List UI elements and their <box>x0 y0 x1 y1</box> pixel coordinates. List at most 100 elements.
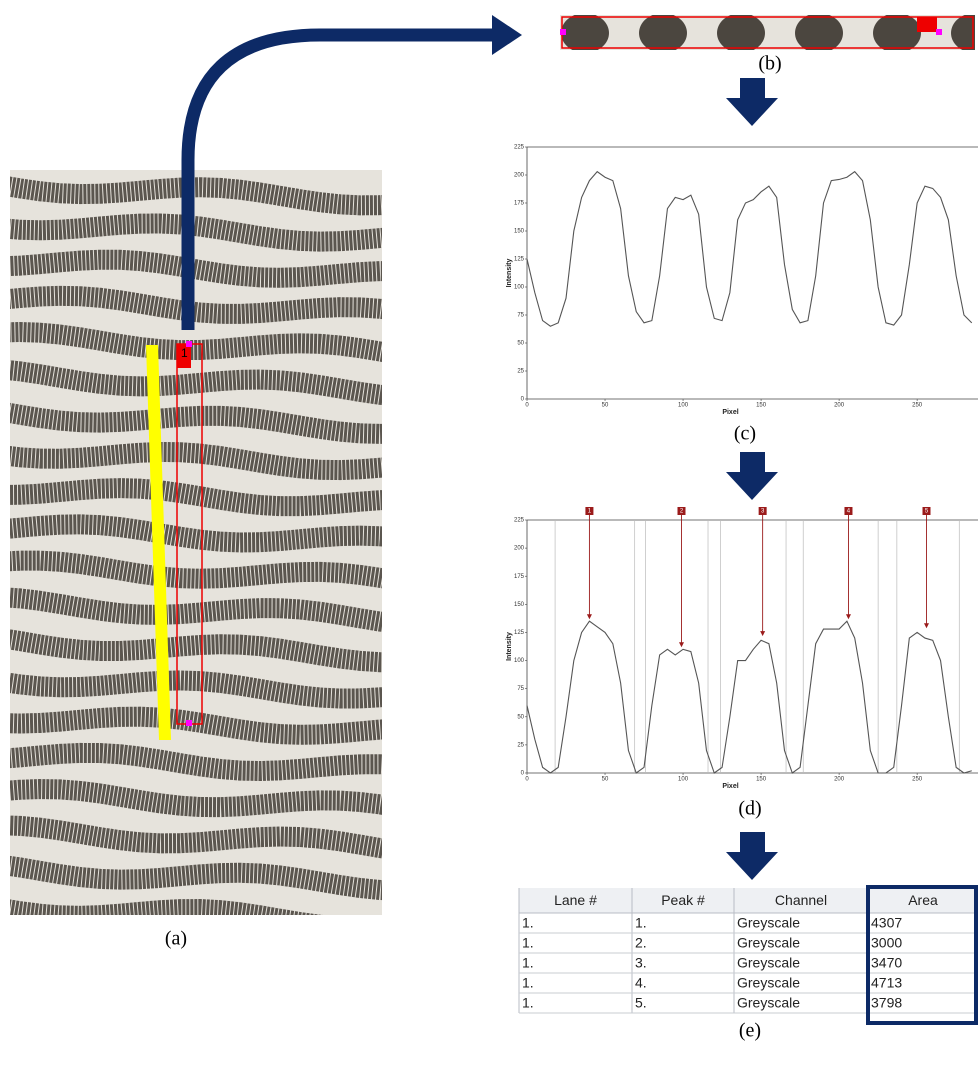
cell: 3000 <box>871 935 902 951</box>
ridge <box>873 15 921 50</box>
cell: 1. <box>522 975 534 991</box>
cell: 3470 <box>871 955 902 971</box>
ridge <box>10 514 382 553</box>
ridge <box>10 402 382 444</box>
ridge <box>10 670 382 709</box>
ridge <box>10 213 382 252</box>
peak-arrow-head <box>586 614 592 620</box>
y-tick-label: 0 <box>521 397 525 403</box>
results-table: Lane # Peak # Channel Area 1. 1. Greyscale 4307… <box>518 888 978 1014</box>
peak-arrow-head <box>924 623 930 629</box>
strip-roi-tag <box>917 17 937 32</box>
ridge <box>951 15 975 50</box>
y-tick-label: 125 <box>514 630 525 636</box>
y-tick-label: 150 <box>514 602 525 608</box>
caption: (d) <box>738 798 761 820</box>
y-tick-label: 150 <box>514 229 525 235</box>
area-highlight <box>866 885 978 1025</box>
down-arrow <box>726 452 778 500</box>
column-header: Area <box>908 892 938 908</box>
roi-tag <box>177 344 191 368</box>
x-tick-label: 250 <box>912 403 923 409</box>
x-tick-label: 250 <box>912 777 923 783</box>
yellow-line <box>146 345 171 740</box>
y-axis-label: Intensity <box>506 632 513 661</box>
cell: 1. <box>635 915 647 931</box>
y-tick-label: 175 <box>514 574 525 580</box>
ridge <box>10 176 382 216</box>
down-arrow <box>726 78 778 126</box>
cell: Greyscale <box>737 935 800 951</box>
strip-ridges <box>561 15 975 50</box>
peak-label: 4 <box>847 509 851 515</box>
y-tick-label: 175 <box>514 201 525 207</box>
ridge <box>10 550 382 589</box>
y-tick-label: 75 <box>517 313 524 319</box>
cell: Greyscale <box>737 975 800 991</box>
cell: 4713 <box>871 975 902 991</box>
ridge <box>717 15 765 50</box>
y-tick-label: 100 <box>514 285 525 291</box>
arrow-head <box>492 15 522 55</box>
ridge <box>10 779 382 818</box>
cell: 4307 <box>871 915 902 931</box>
y-tick-label: 225 <box>514 518 525 524</box>
peak-label: 1 <box>588 509 592 515</box>
ridge <box>639 15 687 50</box>
x-tick-label: 150 <box>756 777 767 783</box>
ridges <box>10 176 382 915</box>
y-tick-label: 50 <box>517 714 524 720</box>
x-tick-label: 200 <box>834 403 845 409</box>
x-tick-label: 100 <box>678 403 689 409</box>
y-tick-label: 200 <box>514 173 525 179</box>
ridge <box>10 587 382 632</box>
cell: 1. <box>522 935 534 951</box>
ridge <box>795 15 843 50</box>
x-tick-label: 0 <box>525 403 529 409</box>
y-tick-label: 125 <box>514 257 525 263</box>
cell: 1. <box>522 995 534 1011</box>
caption: (a) <box>165 928 187 950</box>
down-arrow <box>726 832 778 880</box>
cell: 3. <box>635 955 647 971</box>
y-tick-label: 75 <box>517 686 524 692</box>
peak-arrow-head <box>760 631 766 637</box>
column-header: Peak # <box>661 892 705 908</box>
ridge <box>10 360 382 406</box>
x-tick-label: 200 <box>834 777 845 783</box>
ridge <box>10 815 382 859</box>
ridge <box>10 629 382 673</box>
handle <box>936 29 942 35</box>
ridge <box>10 742 382 782</box>
y-tick-label: 100 <box>514 658 525 664</box>
intensity-line <box>526 620 972 774</box>
ridge <box>10 322 382 362</box>
peak-tag <box>922 507 931 515</box>
cell: Greyscale <box>737 955 800 971</box>
y-tick-label: 25 <box>517 742 524 748</box>
handle <box>186 341 192 347</box>
ridge <box>10 478 382 517</box>
peak-tag <box>585 507 594 515</box>
peak-arrow-head <box>678 642 684 648</box>
x-tick-label: 0 <box>525 777 529 783</box>
y-tick-label: 25 <box>517 369 524 375</box>
y-tick-label: 200 <box>514 546 525 552</box>
peak-arrow-head <box>845 614 851 620</box>
y-axis-label: Intensity <box>506 259 513 288</box>
header-bg <box>519 888 978 913</box>
caption: (c) <box>734 423 756 445</box>
x-tick-label: 50 <box>602 777 609 783</box>
y-tick-label: 225 <box>514 145 525 151</box>
flow-arrow <box>181 28 495 330</box>
handle <box>560 29 566 35</box>
y-tick-label: 50 <box>517 341 524 347</box>
peak-tag <box>844 507 853 515</box>
peak-label: 5 <box>925 509 929 515</box>
peak-label: 3 <box>761 509 765 515</box>
ridge <box>10 441 382 481</box>
intensity-line <box>526 170 973 327</box>
x-tick-label: 150 <box>756 403 767 409</box>
peak-tag <box>677 507 686 515</box>
